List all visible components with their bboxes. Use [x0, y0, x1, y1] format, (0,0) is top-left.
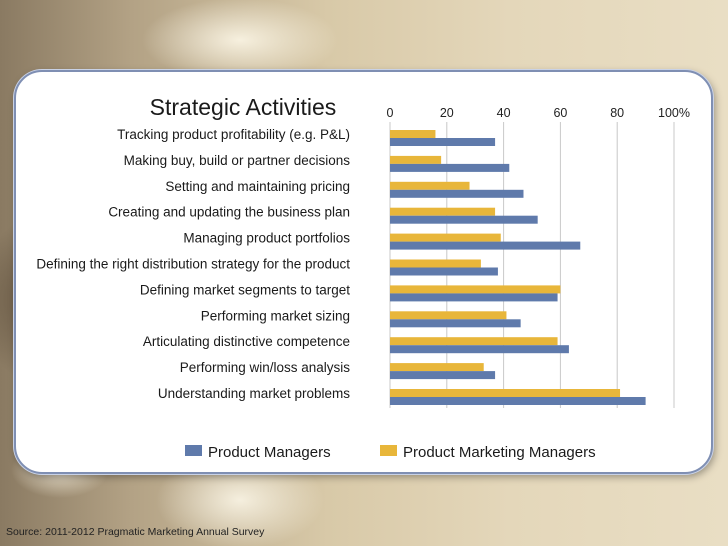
bar-product-managers [390, 138, 496, 146]
category-label: Creating and updating the business plan [108, 205, 350, 220]
bar-product-managers [390, 319, 521, 328]
bar-product-marketing-managers [390, 285, 561, 294]
legend-label: Product Marketing Managers [403, 444, 596, 461]
x-tick-label: 100% [658, 106, 690, 120]
bar-product-managers [390, 267, 498, 276]
bar-product-managers [390, 371, 496, 380]
bar-product-managers [390, 345, 569, 354]
bar-product-managers [390, 241, 581, 250]
chart-title: Strategic Activities [150, 94, 337, 120]
bar-product-marketing-managers [390, 155, 442, 164]
bar-product-managers [390, 189, 524, 198]
legend-swatch [380, 445, 397, 456]
bar-product-marketing-managers [390, 337, 558, 346]
x-tick-label: 60 [553, 106, 567, 120]
legend-swatch [185, 445, 202, 456]
category-label: Understanding market problems [158, 386, 350, 401]
bar-product-managers [390, 397, 646, 405]
bar-product-marketing-managers [390, 233, 501, 242]
bar-product-marketing-managers [390, 181, 470, 190]
category-label: Defining market segments to target [140, 282, 350, 297]
bar-product-managers [390, 163, 510, 172]
category-label: Setting and maintaining pricing [165, 179, 350, 194]
chart-panel [14, 70, 713, 474]
x-tick-label: 0 [387, 106, 394, 120]
category-label: Articulating distinctive competence [143, 334, 350, 349]
category-label: Tracking product profitability (e.g. P&L… [117, 127, 350, 142]
source-note: Source: 2011-2012 Pragmatic Marketing An… [6, 526, 265, 538]
x-tick-label: 20 [440, 106, 454, 120]
bar-product-marketing-managers [390, 363, 484, 372]
category-label: Making buy, build or partner decisions [124, 153, 351, 168]
bar-product-marketing-managers [390, 259, 481, 268]
category-label: Defining the right distribution strategy… [36, 257, 350, 272]
legend-label: Product Managers [208, 444, 331, 461]
x-tick-label: 40 [497, 106, 511, 120]
category-label: Performing market sizing [201, 308, 350, 323]
category-label: Performing win/loss analysis [180, 360, 351, 375]
bar-product-marketing-managers [390, 207, 496, 216]
bar-product-marketing-managers [390, 389, 621, 397]
bar-product-marketing-managers [390, 311, 507, 320]
bar-product-managers [390, 215, 538, 224]
category-label: Managing product portfolios [183, 231, 350, 246]
x-tick-label: 80 [610, 106, 624, 120]
bar-product-marketing-managers [390, 130, 436, 138]
bar-product-managers [390, 293, 558, 302]
